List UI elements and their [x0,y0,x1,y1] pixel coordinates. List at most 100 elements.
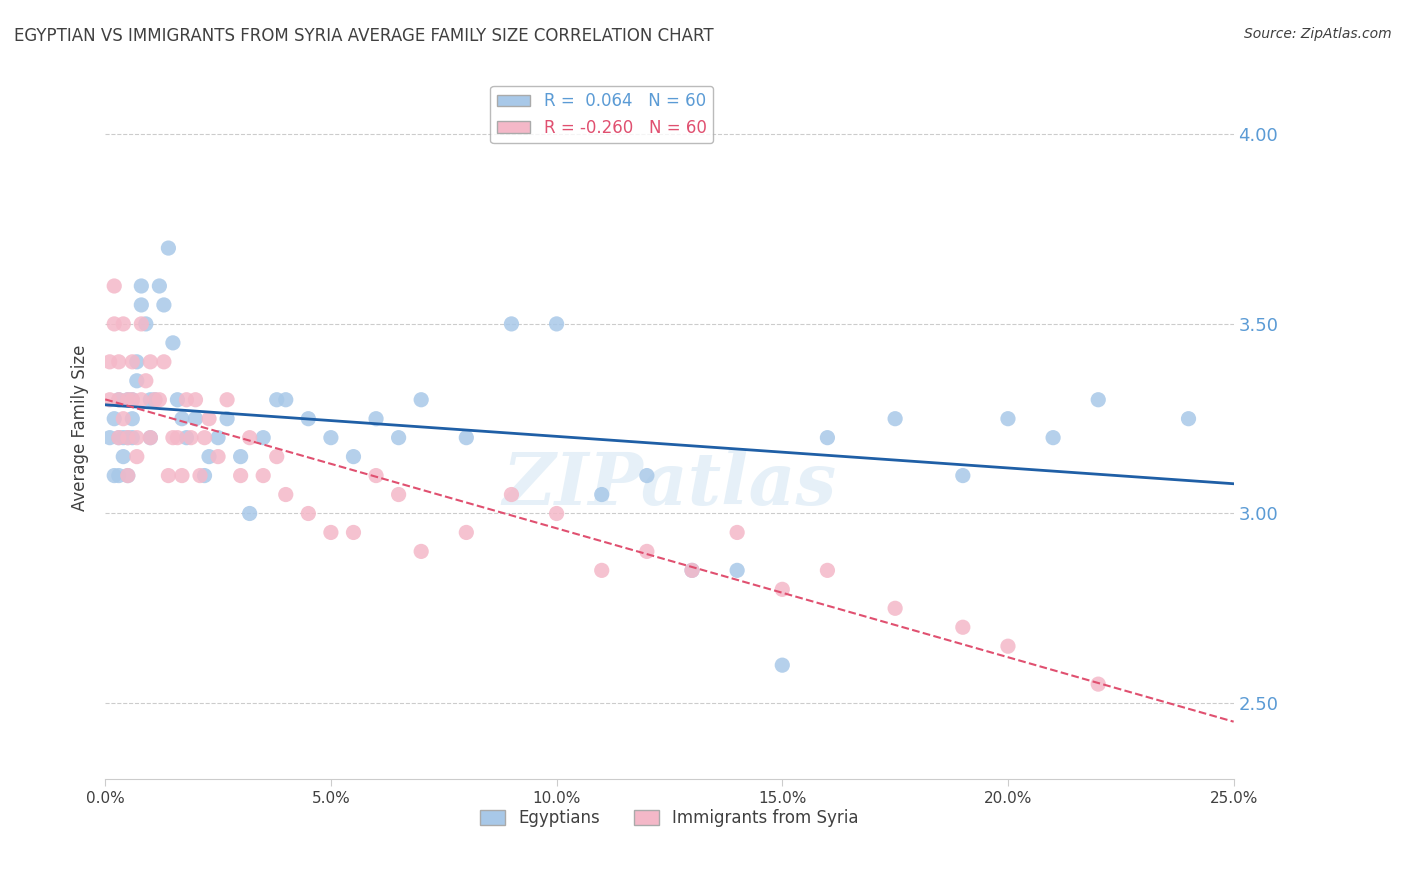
Point [815,563,838,577]
Point [131,317,153,331]
Point [501,317,523,331]
Point [184,411,207,425]
Point [591,487,613,501]
Point [411,544,433,558]
Point [139,431,162,445]
Point [157,241,180,255]
Point [125,450,148,464]
Point [239,507,262,521]
Point [546,507,568,521]
Point [166,392,188,407]
Point [184,392,207,407]
Point [501,487,523,501]
Point [125,431,148,445]
Point [952,620,974,634]
Point [107,431,129,445]
Point [193,468,215,483]
Point [770,582,793,597]
Point [112,450,135,464]
Point [1177,411,1199,425]
Point [198,411,221,425]
Point [148,392,170,407]
Legend: Egyptians, Immigrants from Syria: Egyptians, Immigrants from Syria [474,803,865,834]
Point [139,392,162,407]
Point [636,544,658,558]
Point [198,450,221,464]
Text: Source: ZipAtlas.com: Source: ZipAtlas.com [1244,27,1392,41]
Point [1087,392,1109,407]
Point [139,431,162,445]
Point [112,411,135,425]
Point [274,392,297,407]
Point [170,468,193,483]
Point [217,392,239,407]
Point [681,563,703,577]
Point [239,431,262,445]
Point [180,431,202,445]
Point [1042,431,1064,445]
Point [131,298,153,312]
Point [107,355,129,369]
Point [121,392,143,407]
Point [815,431,838,445]
Point [252,468,274,483]
Point [117,431,139,445]
Point [1087,677,1109,691]
Point [135,374,157,388]
Point [125,355,148,369]
Point [139,355,162,369]
Point [98,392,121,407]
Point [411,392,433,407]
Point [681,563,703,577]
Point [107,431,129,445]
Point [162,431,184,445]
Point [297,507,319,521]
Point [364,411,387,425]
Point [770,658,793,673]
Point [725,563,748,577]
Point [176,431,198,445]
Point [153,355,176,369]
Point [121,355,143,369]
Point [131,279,153,293]
Point [98,355,121,369]
Point [117,392,139,407]
Point [342,525,364,540]
Point [98,431,121,445]
Point [952,468,974,483]
Point [997,411,1019,425]
Point [252,431,274,445]
Point [188,468,211,483]
Point [103,411,125,425]
Point [884,601,907,615]
Point [162,335,184,350]
Point [266,450,288,464]
Y-axis label: Average Family Size: Average Family Size [72,345,89,511]
Text: ZIPatlas: ZIPatlas [502,449,837,520]
Point [153,298,176,312]
Point [636,468,658,483]
Point [456,525,478,540]
Point [297,411,319,425]
Point [170,411,193,425]
Point [143,392,166,407]
Point [166,431,188,445]
Point [274,487,297,501]
Point [121,431,143,445]
Point [319,431,342,445]
Point [193,431,215,445]
Point [319,525,342,540]
Point [117,468,139,483]
Point [117,431,139,445]
Point [388,431,411,445]
Point [725,525,748,540]
Point [217,411,239,425]
Point [229,450,252,464]
Point [456,431,478,445]
Point [229,468,252,483]
Point [112,431,135,445]
Point [207,450,229,464]
Point [176,392,198,407]
Point [135,317,157,331]
Point [131,392,153,407]
